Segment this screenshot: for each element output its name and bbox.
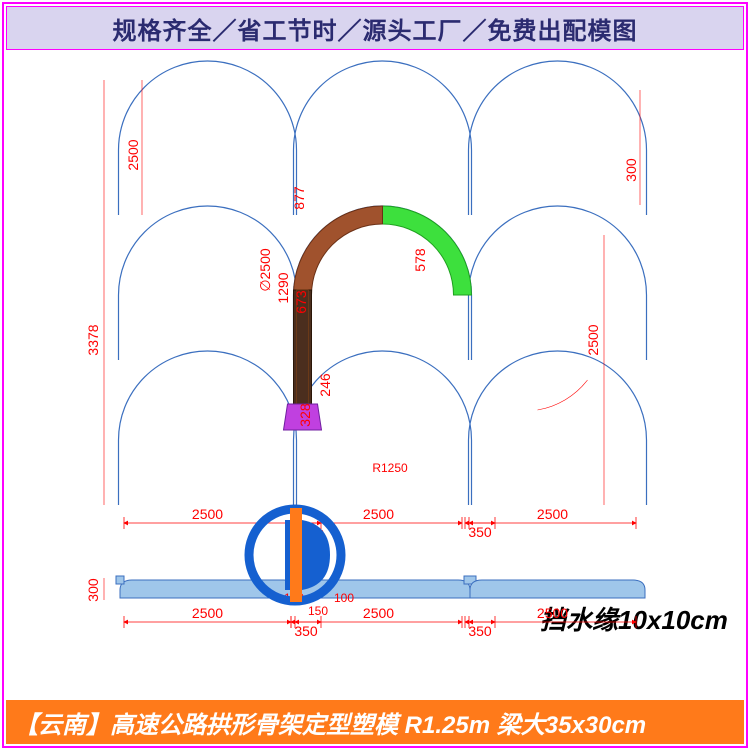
svg-text:350: 350 (294, 623, 318, 639)
svg-text:2500: 2500 (585, 324, 601, 355)
svg-text:R1250: R1250 (372, 461, 408, 475)
top-banner: 规格齐全／省工节时／源头工厂／免费出配模图 (6, 6, 744, 50)
svg-text:578: 578 (412, 248, 428, 272)
top-banner-text: 规格齐全／省工节时／源头工厂／免费出配模图 (113, 11, 638, 46)
svg-text:300: 300 (85, 578, 101, 602)
svg-text:300: 300 (623, 158, 639, 182)
svg-text:∅2500: ∅2500 (257, 248, 273, 292)
drawing-svg: 2500250025003503502500250025003503502500… (50, 60, 690, 660)
svg-text:2500: 2500 (192, 506, 223, 522)
svg-text:2500: 2500 (537, 605, 568, 621)
logo-svg (240, 500, 350, 610)
bottom-banner: 【云南】高速公路拱形骨架定型塑模 R1.25m 梁大35x30cm (6, 700, 744, 744)
svg-text:350: 350 (468, 623, 492, 639)
svg-text:246: 246 (317, 373, 333, 397)
bottom-banner-text: 【云南】高速公路拱形骨架定型塑模 R1.25m 梁大35x30cm (14, 705, 646, 740)
svg-text:3378: 3378 (85, 324, 101, 355)
svg-text:2500: 2500 (363, 506, 394, 522)
svg-text:2500: 2500 (125, 139, 141, 170)
svg-text:328: 328 (297, 403, 313, 427)
svg-text:2500: 2500 (363, 605, 394, 621)
svg-text:877: 877 (291, 186, 307, 210)
svg-text:673: 673 (293, 290, 309, 314)
svg-text:2500: 2500 (537, 506, 568, 522)
diagram: 2500250025003503502500250025003503502500… (50, 60, 690, 600)
svg-text:350: 350 (468, 524, 492, 540)
svg-text:1290: 1290 (275, 272, 291, 303)
svg-text:2500: 2500 (192, 605, 223, 621)
logo (240, 500, 350, 610)
